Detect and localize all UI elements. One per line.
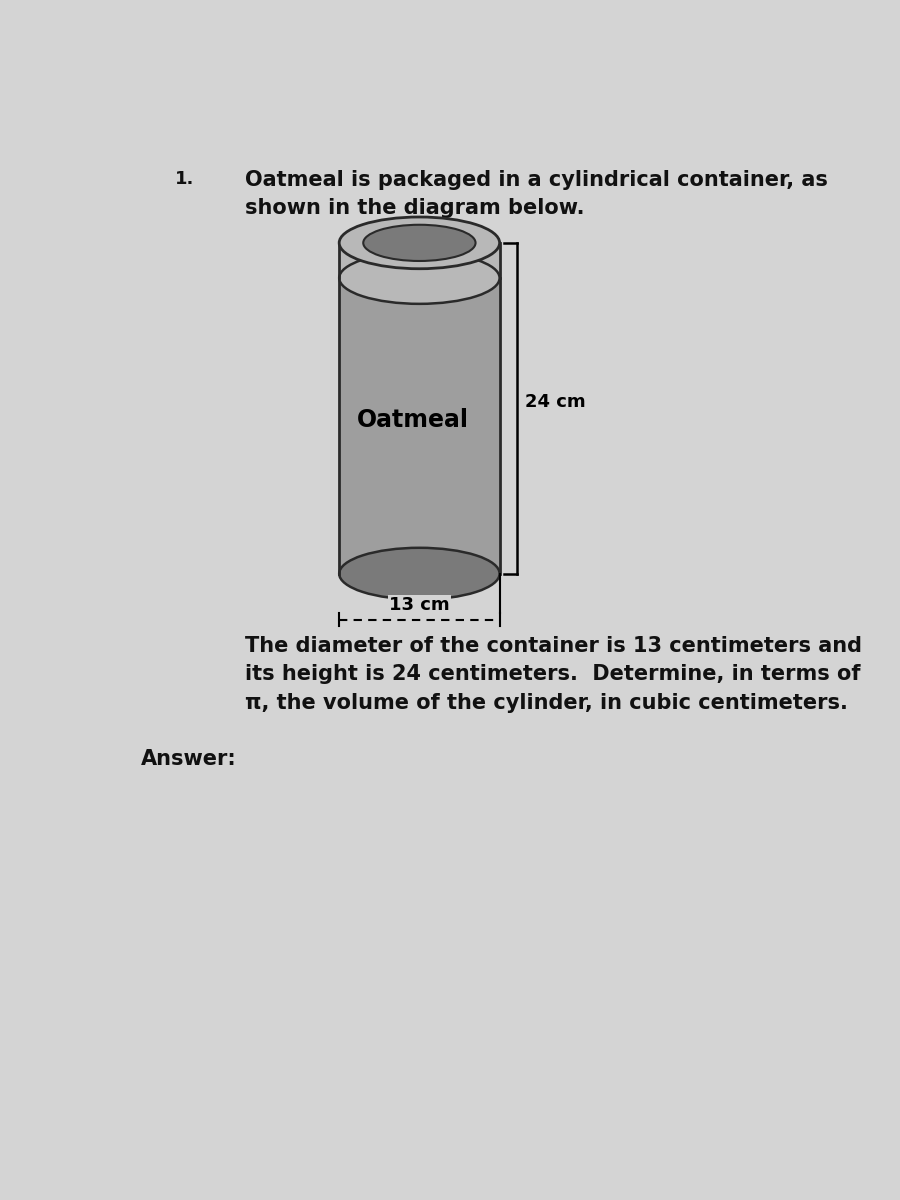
Bar [339,242,500,278]
Bar [339,278,500,574]
Text: Oatmeal is packaged in a cylindrical container, as
shown in the diagram below.: Oatmeal is packaged in a cylindrical con… [245,170,828,218]
Ellipse shape [339,547,500,600]
Ellipse shape [364,224,475,260]
Text: 13 cm: 13 cm [389,596,450,614]
Ellipse shape [339,252,500,304]
Text: The diameter of the container is 13 centimeters and
its height is 24 centimeters: The diameter of the container is 13 cent… [245,636,862,713]
Text: Answer:: Answer: [140,749,236,769]
Text: Oatmeal: Oatmeal [356,408,468,432]
Text: 1.: 1. [176,170,194,188]
Ellipse shape [339,217,500,269]
Text: 24 cm: 24 cm [526,392,586,410]
